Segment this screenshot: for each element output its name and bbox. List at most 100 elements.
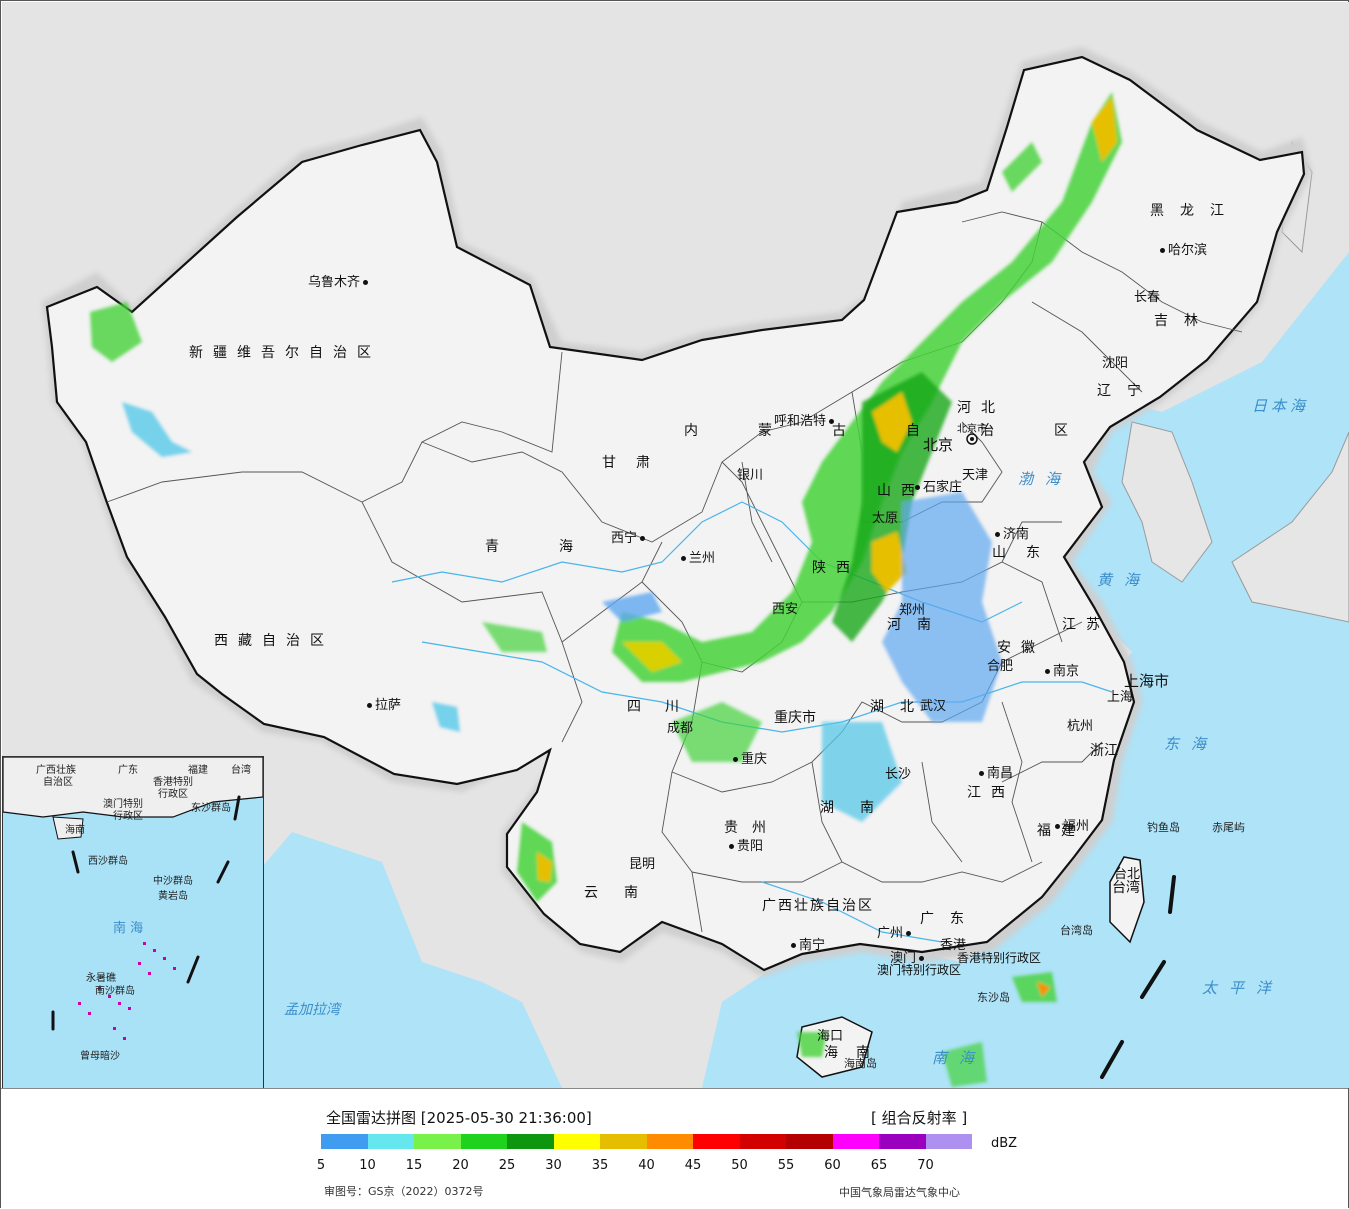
city-hohhot: 呼和浩特 (774, 410, 837, 429)
radar-map: 新疆维吾尔自治区 西藏自治区 青海 甘肃 内蒙古自治区 黑龙江 吉林 辽宁 河北… (2, 2, 1349, 1088)
inset-xisha: 西沙群岛 (88, 856, 128, 867)
color-scale-segment (879, 1134, 926, 1149)
review-number: 审图号：GS京（2022）0372号 (324, 1185, 484, 1198)
color-scale-tick: 30 (545, 1158, 562, 1173)
province-jiangsu: 江苏 (1062, 617, 1110, 633)
inset-nanhai: 南 海 (113, 921, 144, 936)
color-scale-tick: 45 (684, 1158, 702, 1173)
sea-donghai: 东海 (1164, 735, 1219, 753)
island-chiweiyu: 赤尾屿 (1212, 821, 1245, 834)
province-hebei: 河北 (957, 400, 1005, 416)
inset-zizhiqu: 自治区 (43, 777, 73, 788)
inset-guangdong: 广东 (118, 765, 138, 776)
province-guangxi: 广西壮族自治区 (762, 898, 874, 914)
inset-yongshu: 永暑礁 (86, 973, 116, 984)
island-hainandao: 海南岛 (844, 1057, 877, 1070)
province-hubei: 湖北 (870, 699, 930, 715)
province-guangdong: 广东 (920, 911, 980, 927)
radar-echoes (90, 92, 1122, 1087)
inset-dongsha: 东沙群岛 (191, 803, 231, 814)
sea-nanhai: 南海 (932, 1049, 987, 1067)
color-scale-segment (786, 1134, 833, 1149)
inset-taiwan: 台湾 (231, 765, 251, 776)
color-scale-segment (600, 1134, 647, 1149)
province-gansu: 甘肃 (602, 455, 670, 471)
city-kunming: 昆明 (629, 857, 656, 872)
inset-guangxi: 广西壮族 (36, 765, 76, 776)
color-scale (321, 1134, 972, 1149)
sea-bohai: 渤海 (1018, 470, 1073, 488)
island-dongshadao: 东沙岛 (977, 991, 1010, 1004)
city-xining: 西宁 (611, 527, 648, 546)
city-taibei: 台北 (1114, 867, 1141, 882)
city-zhengzhou: 郑州 (899, 603, 926, 618)
sea-bengal (202, 832, 562, 1088)
province-sichuan: 四川 (627, 699, 703, 715)
city-shanghai: 上海 (1107, 690, 1134, 705)
color-scale-tick: 10 (359, 1158, 376, 1173)
province-liaoning: 辽宁 (1097, 383, 1157, 399)
color-scale-tick: 70 (917, 1158, 934, 1173)
city-urumqi: 乌鲁木齐 (308, 271, 371, 290)
inset-nansha: 南沙群岛 (95, 986, 135, 997)
province-jiangxi: 江西 (967, 785, 1015, 801)
province-jilin: 吉林 (1154, 313, 1214, 329)
legend-unit: dBZ (991, 1136, 1018, 1151)
region-hk: 香港特别行政区 (957, 951, 1042, 965)
color-scale-segment (414, 1134, 461, 1149)
sea-huanghai: 黄海 (1097, 571, 1152, 589)
sea-taipingyang: 太平洋 (1202, 979, 1284, 997)
color-scale-segment (693, 1134, 740, 1149)
city-tianjin: 天津 (962, 468, 989, 483)
color-scale-segment (507, 1134, 554, 1149)
south-china-sea-inset: 广西壮族 自治区 广东 福建 台湾 香港特别 行政区 澳门特别 行政区 海南 东… (2, 756, 264, 1088)
city-shenyang: 沈阳 (1102, 356, 1129, 371)
city-jinan: 济南 (992, 523, 1029, 542)
island-taiwandao: 台湾岛 (1060, 924, 1093, 937)
color-scale-tick: 60 (824, 1158, 841, 1173)
city-hongkong: 香港 (940, 938, 967, 953)
color-scale-tick: 35 (591, 1158, 609, 1173)
island-diaoyudao: 钓鱼岛 (1147, 821, 1180, 834)
city-macau: 澳门 (890, 947, 927, 966)
province-hunan: 湖南 (820, 800, 900, 816)
city-haikou: 海口 (817, 1029, 844, 1044)
color-scale-segment (832, 1134, 879, 1149)
province-henan: 河南 (887, 617, 947, 633)
province-guizhou: 贵州 (724, 820, 780, 836)
city-chengdu: 成都 (667, 721, 694, 736)
city-chongqing: 重庆 (730, 748, 767, 767)
province-shaanxi: 陕西 (812, 560, 860, 576)
city-lhasa: 拉萨 (364, 694, 401, 713)
land-korea (1121, 421, 1213, 583)
sea-mengjialawan: 孟加拉湾 (284, 1002, 340, 1018)
taiwan-land (1109, 856, 1145, 944)
province-fujian: 福建 (1037, 823, 1085, 839)
inset-fujian: 福建 (188, 765, 208, 776)
province-hainan: 海南 (824, 1045, 888, 1061)
inset-hainan: 海南 (65, 825, 85, 836)
color-scale-segment (925, 1134, 972, 1149)
inset-macau: 澳门特别 (103, 799, 143, 810)
province-chongqing: 重庆市 (774, 710, 816, 726)
inset-huangyan: 黄岩岛 (158, 891, 188, 902)
province-anhui: 安徽 (997, 640, 1045, 656)
color-scale-segment (321, 1134, 368, 1149)
province-shandong: 山东 (992, 545, 1060, 561)
inset-hk: 香港特别 (153, 777, 193, 788)
city-taiyuan: 太原 (872, 511, 899, 526)
data-source: 中国气象局雷达气象中心 (839, 1186, 960, 1199)
city-beijing: 北京市 (957, 424, 987, 435)
inset-zhongsha: 中沙群岛 (153, 876, 193, 887)
city-shijiazhuang: 石家庄 (912, 476, 962, 495)
city-nanning: 南宁 (788, 934, 825, 953)
city-hangzhou: 杭州 (1067, 719, 1094, 734)
legend-title: 全国雷达拼图 [2025-05-30 21:36:00] (326, 1109, 592, 1127)
color-scale-segment (739, 1134, 786, 1149)
capital-marker (966, 433, 978, 445)
land-japan (1231, 431, 1349, 623)
color-scale-segment (367, 1134, 414, 1149)
province-zhejiang: 浙江 (1090, 743, 1118, 759)
city-fuzhou: 福州 (1052, 815, 1089, 834)
